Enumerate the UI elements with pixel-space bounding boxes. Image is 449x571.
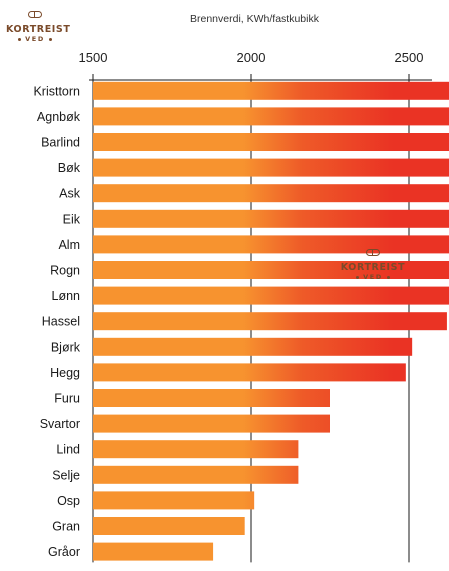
brand-logo-middle: KORTREIST VED bbox=[338, 244, 408, 282]
y-category-label: Gråor bbox=[48, 545, 80, 559]
bar bbox=[93, 81, 449, 100]
bar bbox=[93, 389, 330, 407]
bar bbox=[93, 133, 449, 151]
dot-icon bbox=[356, 275, 360, 279]
chart-title: Brennverdi, KWh/fastkubikk bbox=[190, 13, 319, 25]
brand-logo-sub: VED bbox=[363, 273, 383, 281]
y-category-label: Alm bbox=[58, 238, 80, 252]
y-category-label: Hegg bbox=[50, 366, 80, 380]
y-category-label: Furu bbox=[54, 392, 80, 406]
x-tick-label: 1500 bbox=[79, 50, 108, 65]
bar bbox=[93, 491, 255, 510]
brand-logo-top: KORTREIST VED bbox=[6, 6, 71, 44]
brand-logo-word: KORTREIST bbox=[340, 262, 406, 273]
log-pill-icon bbox=[28, 11, 42, 18]
bar bbox=[93, 286, 449, 305]
bar bbox=[93, 465, 299, 484]
brand-logo-sub: VED bbox=[25, 35, 45, 43]
y-category-label: Gran bbox=[52, 520, 80, 534]
y-category-label: Lind bbox=[56, 443, 80, 457]
y-category-label: Selje bbox=[52, 468, 80, 482]
dot-icon bbox=[18, 37, 22, 41]
y-category-label: Hassel bbox=[42, 315, 80, 329]
bar bbox=[93, 261, 449, 279]
y-category-label: Bjørk bbox=[51, 340, 81, 354]
y-category-label: Ask bbox=[59, 187, 81, 201]
bar bbox=[93, 184, 449, 203]
dot-icon bbox=[386, 275, 390, 279]
bar bbox=[93, 440, 299, 459]
y-category-label: Agnbøk bbox=[37, 110, 81, 124]
bar bbox=[93, 107, 449, 126]
bar bbox=[93, 542, 214, 561]
bar bbox=[93, 414, 330, 433]
x-tick-label: 2500 bbox=[395, 50, 424, 65]
y-category-label: Lønn bbox=[52, 289, 81, 303]
bar bbox=[93, 209, 449, 228]
bar bbox=[93, 158, 449, 177]
x-tick-label: 2000 bbox=[237, 50, 266, 65]
dot-icon bbox=[48, 37, 52, 41]
bar bbox=[93, 312, 447, 331]
bar bbox=[93, 235, 449, 254]
y-category-label: Barlind bbox=[41, 136, 80, 150]
y-category-label: Kristtorn bbox=[33, 84, 80, 98]
y-category-label: Osp bbox=[57, 494, 80, 508]
y-category-label: Svartor bbox=[40, 417, 80, 431]
log-pill-icon bbox=[366, 249, 380, 256]
y-category-label: Eik bbox=[63, 212, 81, 226]
brand-logo-word: KORTREIST bbox=[6, 24, 71, 35]
bar bbox=[93, 363, 406, 382]
bar bbox=[93, 517, 245, 535]
bar bbox=[93, 337, 413, 356]
y-category-label: Rogn bbox=[50, 264, 80, 278]
y-category-label: Bøk bbox=[58, 161, 81, 175]
